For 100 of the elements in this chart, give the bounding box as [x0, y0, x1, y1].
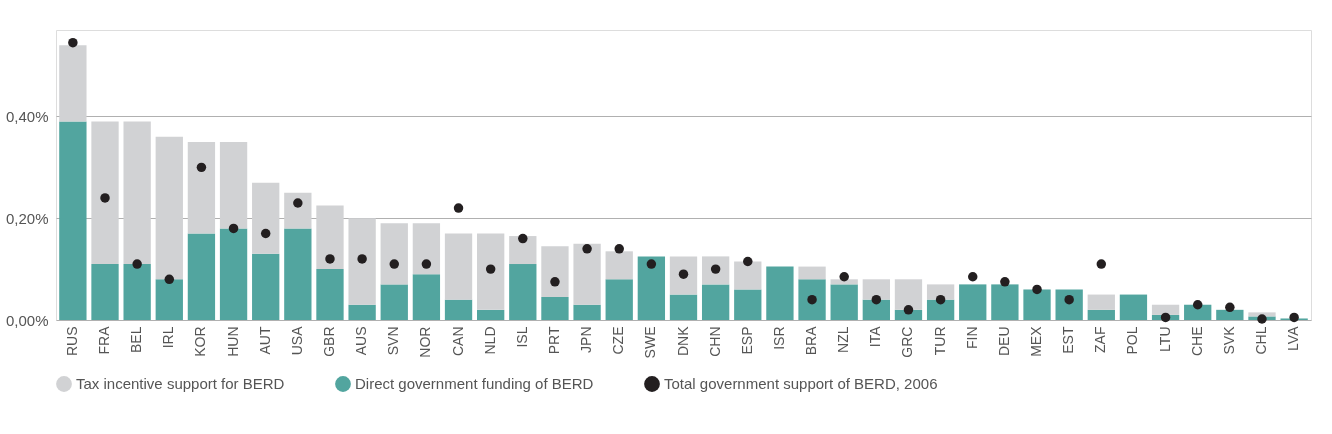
bar [509, 264, 537, 320]
bar [509, 236, 537, 265]
y-tick-label: 0,40% [5, 107, 49, 125]
bar [444, 299, 473, 320]
point [164, 274, 175, 285]
point [389, 259, 399, 269]
legend-label: Total government support of BERD, 2006 [664, 375, 938, 392]
bar [477, 309, 505, 320]
point [1000, 277, 1010, 287]
bar [798, 279, 826, 320]
x-tick-label: FRA [96, 325, 113, 355]
bar [959, 284, 987, 320]
bar [926, 299, 955, 320]
x-tick-label: NOR [417, 326, 434, 358]
bar [991, 284, 1019, 320]
point [100, 193, 110, 203]
point [614, 244, 624, 254]
x-tick-label: ITA [867, 325, 884, 348]
point [421, 259, 432, 269]
point [1192, 300, 1203, 310]
point [1032, 284, 1042, 295]
point [132, 259, 142, 269]
x-tick-label: CAN [449, 326, 466, 357]
bar [605, 251, 633, 280]
bar [187, 233, 216, 320]
bar [926, 284, 955, 300]
x-tick-label: DEU [995, 326, 1012, 357]
bar [701, 284, 730, 320]
x-tick-label: FIN [963, 326, 980, 350]
point [260, 228, 271, 239]
x-tick-label: ESP [738, 326, 755, 355]
x-tick-label: GBR [320, 326, 337, 357]
point [1096, 259, 1107, 269]
point [228, 223, 239, 234]
point [646, 259, 657, 269]
x-tick-label: POL [1124, 326, 1141, 355]
bar [284, 228, 312, 320]
bar [701, 256, 730, 285]
bar [1184, 304, 1212, 320]
x-tick-label: NZL [835, 326, 852, 353]
point [582, 244, 592, 254]
x-tick-label: DNK [674, 325, 691, 357]
x-tick-label: KOR [192, 326, 209, 357]
x-tick-label: SVK [1220, 325, 1237, 355]
bar [573, 304, 601, 320]
y-tick-label: 0,20% [5, 209, 49, 227]
bar [348, 304, 376, 320]
x-tick-label: LTU [1156, 326, 1173, 352]
x-tick-label: IRL [160, 326, 177, 349]
bar [1119, 294, 1148, 320]
x-tick-label: RUS [63, 326, 80, 357]
bar [734, 289, 762, 320]
point [871, 294, 882, 305]
point [357, 254, 367, 264]
point [453, 203, 464, 213]
bar [1151, 304, 1180, 315]
point [485, 264, 496, 274]
bar [348, 218, 376, 305]
point [968, 272, 978, 282]
point [1160, 312, 1171, 323]
bar [284, 192, 312, 229]
bar [830, 284, 858, 320]
bar [541, 246, 569, 298]
bar [252, 253, 280, 320]
x-tick-label: CHL [1252, 326, 1269, 355]
bar [380, 284, 408, 320]
bar [252, 182, 280, 254]
x-tick-label: ZAF [1092, 326, 1109, 353]
x-tick-label: EST [1060, 326, 1077, 354]
bar [1055, 289, 1083, 320]
point [518, 233, 528, 244]
legend-label: Tax incentive support for BERD [76, 375, 285, 392]
point [935, 294, 946, 305]
legend-label: Direct government funding of BERD [355, 375, 594, 392]
bar [1023, 289, 1051, 320]
point [839, 272, 849, 282]
x-tick-label: GRC [899, 326, 916, 358]
bar [605, 279, 633, 320]
x-tick-label: ISR [770, 326, 787, 350]
bar [123, 121, 151, 265]
bar [316, 205, 344, 270]
bar [316, 269, 344, 320]
x-tick-label: TUR [931, 326, 948, 356]
bar [669, 256, 698, 295]
bar [669, 294, 698, 320]
bar [219, 228, 248, 320]
bar [541, 297, 569, 320]
point [1257, 314, 1267, 324]
bar [862, 279, 890, 300]
bar [91, 121, 119, 265]
bar [444, 233, 473, 300]
bar [187, 141, 216, 234]
bar [798, 266, 826, 280]
point [293, 198, 303, 208]
x-tick-label: BEL [128, 326, 145, 353]
bar [412, 274, 441, 320]
x-tick-label: AUS [353, 326, 370, 356]
bar [862, 299, 890, 320]
x-tick-label: CZE [610, 326, 627, 355]
point [743, 256, 753, 267]
